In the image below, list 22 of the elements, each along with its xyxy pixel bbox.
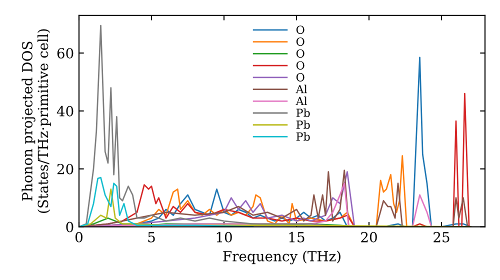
legend-label: Pb: [296, 120, 310, 129]
y-tick-label: 0: [66, 222, 74, 232]
x-tick-label: 10: [216, 232, 232, 242]
legend-label: Al: [296, 96, 308, 106]
x-tick-label: 0: [75, 232, 82, 242]
legend-label: O: [296, 49, 304, 58]
x-tick-label: 25: [434, 232, 450, 242]
legend-label: O: [296, 26, 304, 34]
x-axis-title: Frequency (THz): [223, 250, 340, 264]
y-tick-label: 40: [56, 106, 74, 116]
legend-label: O: [296, 73, 304, 82]
x-tick-label: 15: [289, 232, 304, 242]
y-tick-label: 60: [57, 48, 74, 59]
legend-label: Pb: [296, 132, 310, 141]
x-tick-label: 5: [148, 232, 155, 242]
legend-label: O: [296, 61, 304, 70]
y-tick-label: 20: [57, 164, 74, 174]
legend-label: Al: [296, 84, 308, 94]
x-tick-label: 20: [361, 232, 377, 242]
y-axis-title: Phonon projected DOS (States/THz·primitive cell): [22, 29, 51, 213]
legend-label: Pb: [296, 108, 310, 118]
legend-label: O: [296, 37, 304, 46]
